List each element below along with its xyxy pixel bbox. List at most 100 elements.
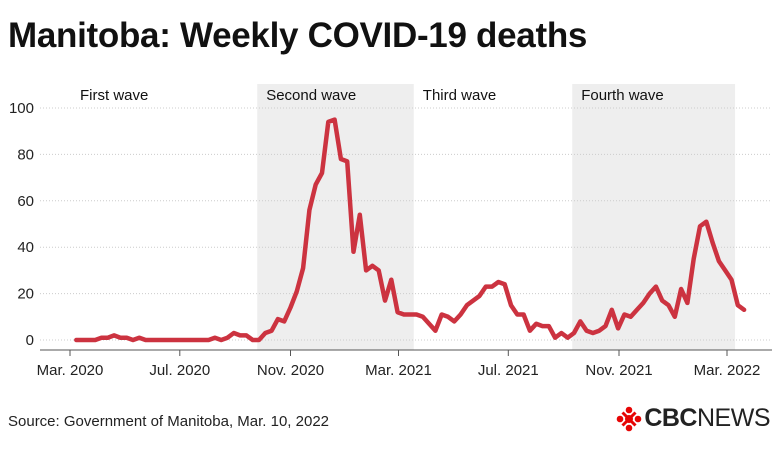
data-point (163, 339, 166, 341)
line-chart: 0 20 40 60 80 100 Mar. 2020 Jul. 2020 Nov. 2020… (9, 84, 772, 379)
data-point (239, 334, 241, 337)
data-point (390, 278, 393, 281)
data-point (466, 304, 468, 306)
page-title: Manitoba: Weekly COVID-19 deaths (8, 16, 588, 55)
data-point (522, 313, 525, 316)
y-tick-label-20: 20 (17, 286, 34, 303)
data-point (503, 283, 506, 286)
data-point (629, 316, 632, 318)
data-point (226, 336, 229, 339)
data-point (346, 160, 349, 163)
data-point (472, 299, 475, 302)
data-point (611, 309, 613, 311)
data-point (585, 329, 588, 332)
data-point (459, 313, 462, 316)
data-point (737, 304, 739, 306)
data-point (403, 313, 405, 316)
data-point (718, 260, 720, 262)
data-point (384, 299, 386, 302)
data-point (674, 316, 676, 318)
data-point (151, 339, 153, 341)
data-point (302, 267, 304, 269)
data-point (340, 158, 342, 160)
data-point (125, 336, 128, 339)
data-point (699, 225, 701, 228)
x-tick-label-2: Nov. 2020 (257, 362, 324, 379)
data-point (566, 336, 569, 339)
data-point (636, 309, 638, 311)
data-point (277, 318, 279, 320)
data-point (730, 278, 733, 281)
data-point (711, 241, 714, 244)
x-tick-label-0: Mar. 2020 (37, 362, 104, 379)
data-point (598, 329, 600, 332)
x-tick-label-3: Mar. 2021 (365, 362, 432, 379)
y-tick-label-40: 40 (17, 239, 34, 256)
data-point (573, 332, 575, 334)
data-point (201, 339, 204, 341)
data-point (409, 313, 412, 316)
data-point (497, 281, 500, 283)
data-point (144, 339, 147, 341)
data-point (333, 118, 336, 121)
data-point (365, 269, 367, 272)
brand-logo: CBCNEWS (616, 404, 771, 433)
data-point (113, 334, 115, 337)
data-point (516, 313, 519, 316)
data-point (529, 329, 531, 332)
brand-wordmark: CBCNEWS (644, 404, 770, 433)
data-point (541, 325, 544, 327)
data-point (264, 332, 267, 334)
data-point (94, 339, 96, 341)
data-point (648, 292, 651, 295)
data-point (655, 285, 657, 288)
data-point (188, 339, 191, 341)
data-point (258, 339, 260, 341)
data-point (485, 285, 487, 288)
data-point (396, 311, 399, 313)
data-point (440, 313, 443, 316)
wave-labels: First wave Second wave Third wave Fourth wa… (80, 87, 664, 104)
x-tick-label-6: Mar. 2022 (694, 362, 761, 379)
series-lines (74, 117, 747, 343)
data-point (592, 332, 594, 334)
data-point (377, 269, 380, 272)
y-tick-label-100: 100 (9, 100, 34, 117)
data-point (119, 336, 122, 339)
data-point (548, 325, 550, 327)
data-point (314, 183, 317, 186)
data-point (686, 302, 689, 304)
data-point (289, 306, 292, 309)
data-point (157, 339, 159, 341)
data-point (132, 339, 134, 341)
data-point (251, 339, 254, 341)
data-point (170, 339, 172, 341)
data-point (617, 327, 619, 330)
data-point (661, 299, 663, 302)
data-point (692, 258, 695, 260)
data-point (270, 329, 273, 332)
data-point (100, 336, 103, 339)
y-tick-label-60: 60 (17, 193, 34, 210)
data-point (138, 336, 141, 339)
data-point (207, 339, 210, 341)
data-point (176, 339, 178, 341)
data-point (107, 336, 109, 339)
data-point (554, 336, 556, 339)
data-point (623, 313, 626, 316)
data-point (220, 339, 222, 341)
data-point (428, 323, 430, 325)
data-point (667, 304, 670, 306)
data-point (604, 325, 607, 327)
data-point (296, 290, 298, 293)
data-point (352, 251, 355, 253)
source-note: Source: Government of Manitoba, Mar. 10,… (8, 413, 330, 430)
data-point (680, 288, 682, 290)
data-point (510, 304, 512, 306)
wave-band-3 (572, 84, 736, 350)
data-point (478, 295, 481, 297)
data-point (579, 320, 582, 323)
data-point (283, 320, 286, 323)
wave-label-3: Fourth wave (581, 87, 664, 104)
data-point (453, 320, 456, 323)
